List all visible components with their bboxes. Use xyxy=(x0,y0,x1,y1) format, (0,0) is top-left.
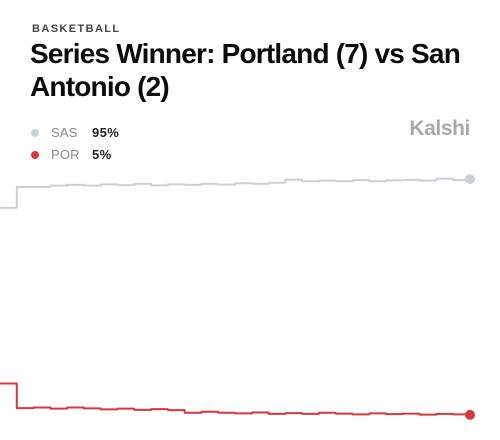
legend-team-por: POR xyxy=(51,147,80,162)
por-series-line xyxy=(0,382,471,416)
sas-dot-icon xyxy=(31,129,39,137)
legend-item-sas: SAS 95% xyxy=(31,122,119,144)
chart-legend: SAS 95% POR 5% xyxy=(31,122,119,166)
market-title: Series Winner: Portland (7) vs San Anton… xyxy=(30,38,461,102)
por-dot-icon xyxy=(31,151,39,159)
sas-series-line xyxy=(0,177,471,209)
legend-percent-sas: 95% xyxy=(92,125,120,140)
por-end-marker xyxy=(465,409,475,420)
chart-plot-area xyxy=(0,174,475,420)
sas-end-marker xyxy=(465,174,475,185)
legend-item-por: POR 5% xyxy=(31,144,119,166)
legend-percent-por: 5% xyxy=(92,147,112,162)
legend-team-sas: SAS xyxy=(51,125,78,140)
probability-line-chart xyxy=(0,174,475,420)
kalshi-logo: Kalshi xyxy=(409,117,470,140)
category-label: BASKETBALL xyxy=(32,23,121,35)
